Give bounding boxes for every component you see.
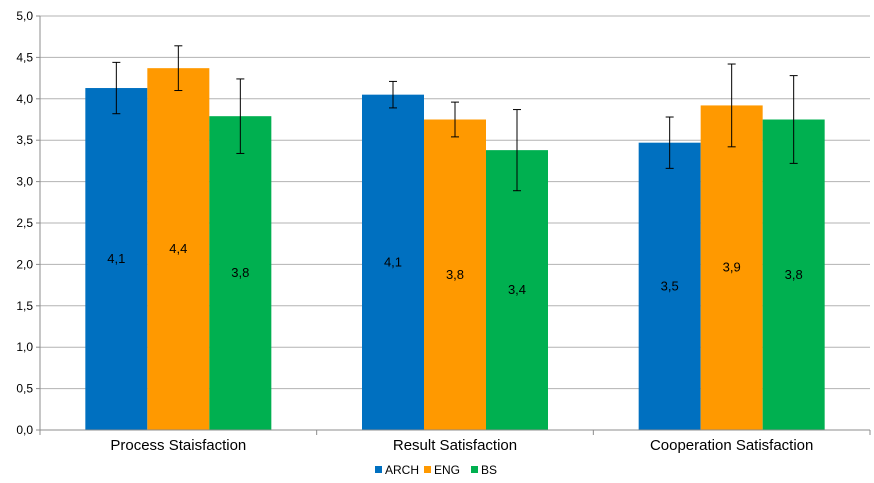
y-tick-label: 5,0 xyxy=(16,9,33,23)
bar xyxy=(362,94,424,430)
bar xyxy=(424,119,486,430)
x-category-label: Cooperation Satisfaction xyxy=(650,437,813,454)
data-label: 4,1 xyxy=(384,254,402,269)
bar xyxy=(85,88,148,430)
x-category-label: Process Staisfaction xyxy=(110,437,246,454)
data-label: 3,8 xyxy=(785,267,803,282)
y-tick-label: 1,5 xyxy=(16,299,33,313)
legend-label: ENG xyxy=(434,463,460,477)
data-label: 4,1 xyxy=(107,251,125,266)
y-tick-label: 3,0 xyxy=(16,175,33,189)
data-label: 4,4 xyxy=(169,241,187,256)
data-label: 3,9 xyxy=(723,260,741,275)
y-tick-label: 0,0 xyxy=(16,423,33,437)
legend-swatch xyxy=(424,466,431,473)
y-tick-label: 4,0 xyxy=(16,92,33,106)
error-bars xyxy=(112,45,798,192)
y-tick-label: 1,0 xyxy=(16,340,33,354)
bar xyxy=(762,119,825,430)
data-labels: 4,1 4,4 3,8 4,1 3,8 3,4 3,5 3,9 3,8 xyxy=(107,241,802,297)
data-label: 3,4 xyxy=(508,282,526,297)
y-tick-label: 2,0 xyxy=(16,257,33,271)
bar xyxy=(209,116,272,431)
legend-swatch xyxy=(375,466,382,473)
data-label: 3,8 xyxy=(231,265,249,280)
legend-swatch xyxy=(471,466,478,473)
data-label: 3,8 xyxy=(446,267,464,282)
bar xyxy=(147,68,210,430)
legend-label: ARCH xyxy=(385,463,419,477)
x-axis: Process Staisfaction Result Satisfaction C… xyxy=(39,429,871,454)
bars xyxy=(85,68,825,431)
y-tick-label: 0,5 xyxy=(16,382,33,396)
bar xyxy=(486,150,548,431)
bar xyxy=(700,105,763,430)
data-label: 3,5 xyxy=(661,278,679,293)
y-tick-label: 3,5 xyxy=(16,133,33,147)
x-category-label: Result Satisfaction xyxy=(393,437,517,454)
y-tick-label: 4,5 xyxy=(16,50,33,64)
y-axis: 0,0 0,5 1,0 1,5 2,0 2,5 3,0 3,5 4,0 4,5 5,0 xyxy=(16,9,41,437)
legend-label: BS xyxy=(481,463,497,477)
y-tick-label: 2,5 xyxy=(16,216,33,230)
bar xyxy=(638,142,701,430)
legend: ARCH ENG BS xyxy=(375,463,497,477)
